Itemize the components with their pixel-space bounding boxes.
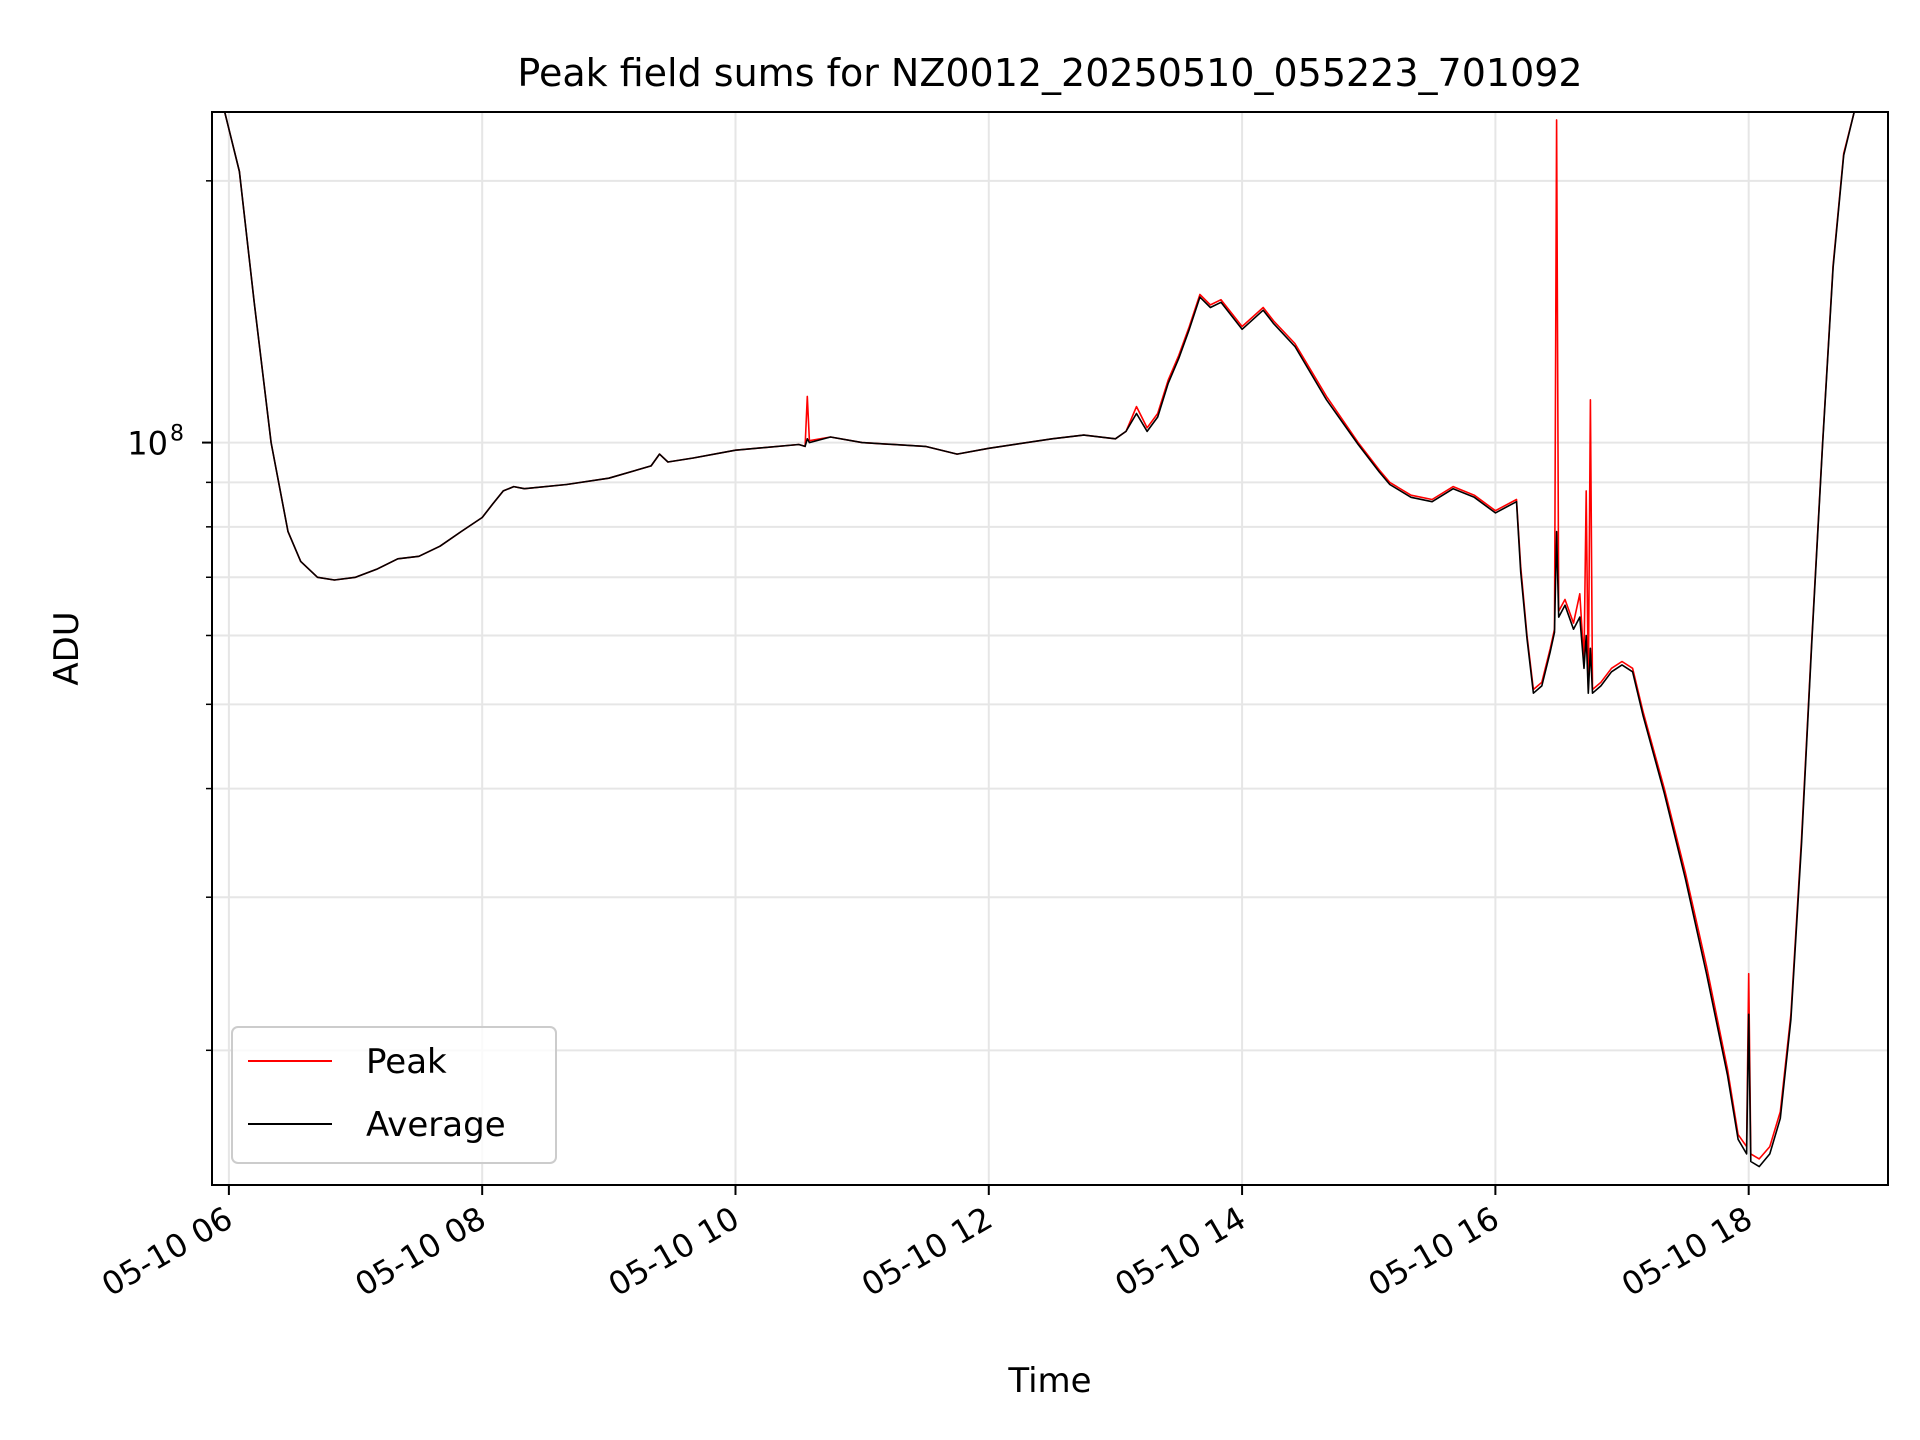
series-line-average <box>212 111 1888 1168</box>
legend-label-peak: Peak <box>366 1042 447 1082</box>
y-tick-label-exponent: 8 <box>170 422 184 447</box>
y-tick-label: 10 <box>127 425 168 463</box>
chart-title: Peak field sums for NZ0012_20250510_0552… <box>517 51 1582 95</box>
legend: Peak Average <box>231 1026 557 1164</box>
plot-frame <box>211 111 1889 1186</box>
y-axis-label: ADU <box>47 611 87 685</box>
legend-label-average: Average <box>366 1105 506 1145</box>
x-axis-label: Time <box>1007 1361 1091 1401</box>
y-tick-label-base: 10 <box>127 425 168 463</box>
series-layer <box>212 111 1888 1168</box>
